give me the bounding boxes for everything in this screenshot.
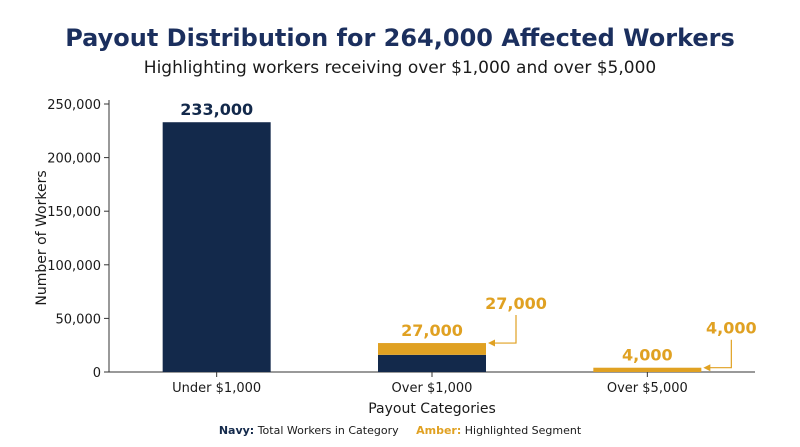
x-tick-label: Under $1,000 [172, 381, 261, 396]
y-tick-label: 50,000 [56, 312, 102, 327]
legend-key-amber: Amber: [416, 424, 462, 437]
x-tick-label: Over $5,000 [607, 381, 688, 396]
bar-value-label: 27,000 [401, 321, 463, 340]
chart-title: Payout Distribution for 264,000 Affected… [65, 24, 735, 52]
annotation-arrowhead [703, 364, 711, 372]
bar-value-label: 233,000 [180, 100, 253, 119]
bar-value-label: 4,000 [622, 346, 673, 365]
bar-amber [593, 367, 702, 372]
bar-navy [162, 122, 271, 372]
y-tick-label: 250,000 [47, 98, 101, 113]
annotation-leader [705, 339, 732, 369]
bar-navy [378, 354, 486, 372]
annotation-label: 27,000 [485, 294, 547, 313]
chart-subtitle: Highlighting workers receiving over $1,0… [143, 58, 657, 78]
annotation-leader [490, 315, 517, 344]
x-axis-label: Payout Categories [368, 401, 496, 417]
legend-label-navy: Total Workers in Category [257, 424, 399, 437]
annotation-arrowhead [488, 339, 495, 347]
bar-amber [378, 343, 486, 355]
legend-label-amber: Highlighted Segment [464, 424, 582, 437]
annotation-label: 4,000 [706, 319, 757, 338]
y-axis-label: Number of Workers [34, 170, 50, 305]
x-tick-label: Over $1,000 [392, 381, 473, 396]
y-tick-label: 100,000 [47, 259, 101, 274]
legend: Navy: Total Workers in Category Amber: H… [0, 424, 800, 437]
y-tick-label: 0 [93, 366, 101, 381]
y-tick-label: 150,000 [47, 205, 101, 220]
y-tick-label: 200,000 [47, 152, 101, 167]
legend-key-navy: Navy: [218, 424, 255, 437]
